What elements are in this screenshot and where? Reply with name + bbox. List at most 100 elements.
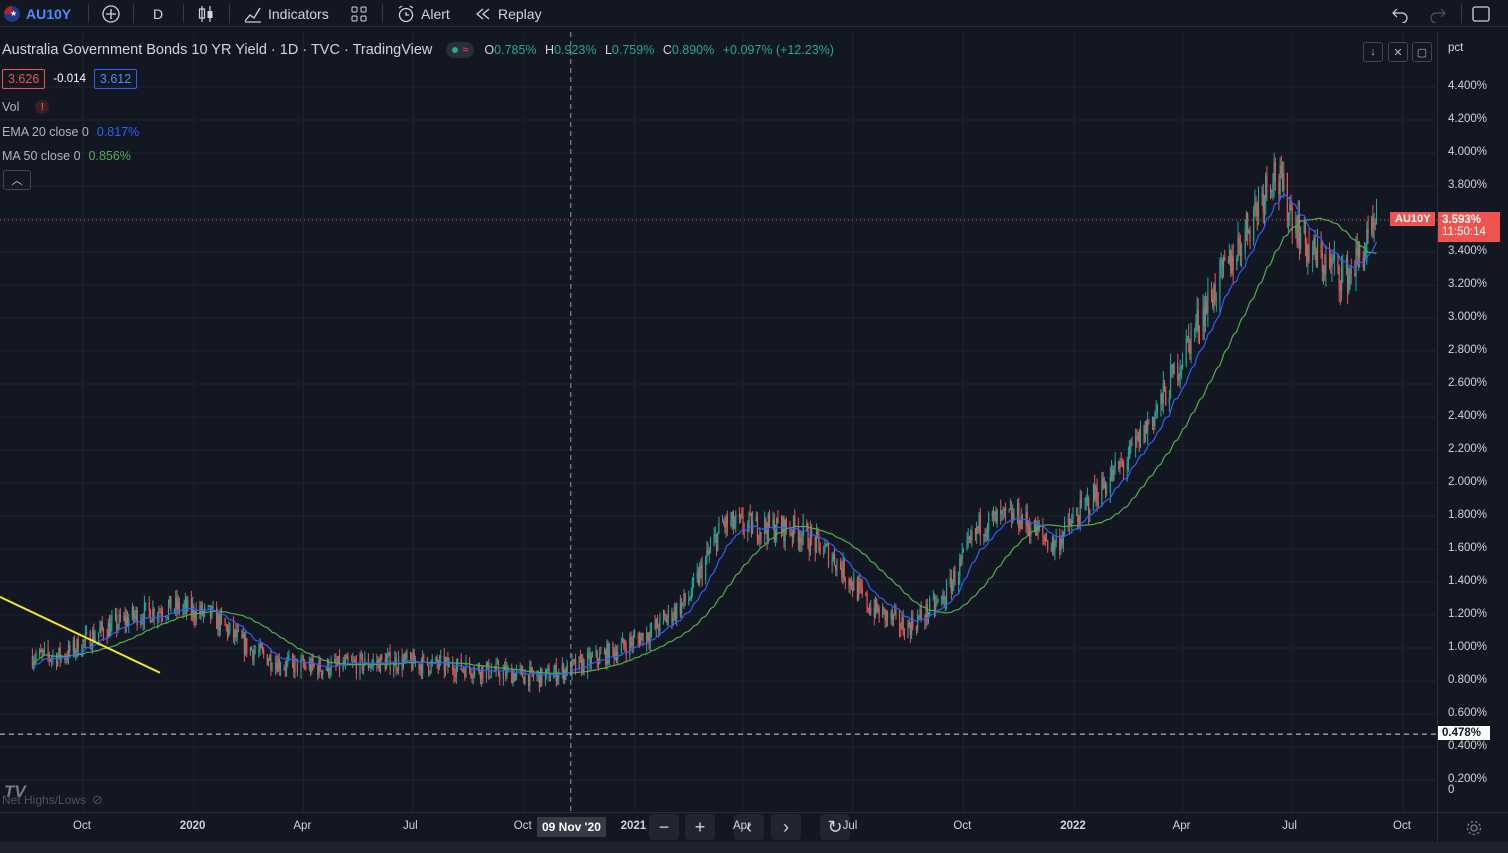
undo-button[interactable]	[1391, 0, 1409, 27]
price-tick-label: 4.400%	[1448, 80, 1488, 92]
candle-body	[791, 533, 793, 538]
collapse-legend-button[interactable]: ︿	[3, 170, 31, 190]
market-status-pill[interactable]: ≈	[446, 42, 475, 58]
candle-body	[1206, 302, 1208, 313]
indicators-button[interactable]: Indicators	[243, 0, 329, 27]
candle-body	[818, 533, 820, 543]
scroll-right-button[interactable]: ›	[771, 814, 801, 840]
candle-body	[376, 660, 378, 664]
candle-body	[1113, 466, 1115, 480]
candle-body	[175, 597, 177, 610]
candle-body	[194, 617, 196, 621]
sell-button[interactable]: 3.626	[2, 69, 46, 89]
price-tick-label: 1.200%	[1448, 608, 1488, 620]
candle-body	[414, 662, 417, 664]
candle-body	[1280, 165, 1282, 174]
candle-body	[237, 630, 239, 632]
alert-button[interactable]: Alert	[396, 0, 450, 27]
candle-body	[353, 660, 355, 662]
ema-indicator-legend[interactable]: EMA 20 close 0 0.817%	[2, 125, 139, 139]
scroll-left-button[interactable]: ‹	[734, 814, 764, 840]
candle-body	[866, 593, 868, 609]
candle-body	[738, 514, 740, 518]
redo-button[interactable]	[1429, 0, 1447, 27]
bid-ask-row: 3.626 -0.014 3.612	[2, 69, 138, 89]
candle-body	[689, 598, 691, 600]
chart-pane[interactable]: Australia Government Bonds 10 YR Yield ·…	[0, 32, 1437, 840]
zoom-out-button[interactable]: −	[649, 814, 679, 840]
layout-grid-icon	[351, 6, 367, 21]
zoom-in-button[interactable]: +	[685, 814, 715, 840]
candle-body	[141, 619, 143, 621]
candle-body	[1042, 527, 1044, 536]
candle-body	[387, 655, 389, 660]
hidden-indicator-hint[interactable]: Net Highs/Lows ⊘	[2, 792, 103, 808]
candle-body	[1263, 198, 1266, 212]
candle-body	[561, 664, 563, 672]
price-axis[interactable]: pct 4.400%4.200%4.000%3.800%3.600%3.400%…	[1437, 32, 1508, 812]
candle-body	[680, 602, 683, 615]
candle-body	[570, 662, 572, 676]
interval-button[interactable]: D	[153, 5, 164, 22]
candle-body	[1086, 497, 1089, 499]
templates-button[interactable]	[350, 0, 368, 27]
candle-body	[465, 661, 467, 678]
candle-body	[673, 607, 675, 618]
maximize-pane-button[interactable]: ▢	[1412, 42, 1432, 62]
candle-body	[283, 668, 285, 670]
candle-body	[1194, 330, 1196, 332]
candle-body	[1169, 366, 1172, 399]
candle-body	[1349, 269, 1351, 275]
replay-button[interactable]: Replay	[474, 0, 542, 27]
compare-button[interactable]	[101, 0, 121, 27]
buy-button[interactable]: 3.612	[93, 69, 138, 89]
candle-body	[892, 614, 895, 620]
move-pane-down-button[interactable]: ↓	[1363, 42, 1383, 62]
candle-body	[724, 522, 726, 528]
candle-body	[1196, 309, 1198, 323]
candle-body	[1177, 363, 1179, 381]
candle-body	[77, 639, 79, 656]
symbol-search[interactable]: AU10Y	[4, 0, 71, 27]
candle-body	[126, 616, 129, 627]
tradingview-logo: TV	[4, 782, 26, 801]
candle-body	[1079, 499, 1081, 526]
candle-body	[413, 652, 415, 664]
reset-chart-button[interactable]: ↻	[820, 814, 850, 840]
candle-body	[1114, 461, 1116, 467]
candle-body	[1138, 432, 1140, 447]
collapse-pane-button[interactable]: ✕	[1388, 42, 1408, 62]
candle-body	[347, 656, 349, 661]
candle-body	[632, 636, 635, 646]
ma-indicator-legend[interactable]: MA 50 close 0 0.856%	[2, 149, 131, 163]
candle-body	[124, 615, 126, 625]
price-tick-label: 0	[1448, 784, 1455, 796]
candle-body	[564, 669, 566, 680]
price-chart[interactable]	[0, 32, 1437, 812]
candle-body	[1289, 205, 1291, 217]
candle-body	[1308, 244, 1310, 261]
candle-body	[1179, 367, 1181, 377]
candle-body	[836, 559, 838, 571]
time-axis[interactable]: Oct 2020 Apr Jul Oct 2021 Apr Jul Oct 2022 Apr Jul O…	[0, 812, 1437, 842]
gear-icon[interactable]	[1465, 819, 1483, 837]
candle-body	[1320, 242, 1322, 253]
candle-body	[411, 659, 413, 670]
chart-type-button[interactable]	[197, 0, 215, 27]
candle-body	[461, 669, 463, 671]
candle-body	[165, 617, 167, 619]
fullscreen-button[interactable]	[1471, 0, 1491, 27]
candle-body	[915, 627, 918, 630]
candle-body	[831, 559, 833, 566]
candle-body	[31, 656, 34, 667]
volume-indicator-legend[interactable]: Vol !	[2, 100, 50, 114]
candle-body	[311, 658, 313, 672]
candle-body	[35, 655, 37, 660]
candle-body	[815, 531, 818, 552]
candle-body	[1029, 527, 1031, 537]
candle-body	[903, 632, 905, 638]
candle-body	[211, 607, 213, 618]
candle-body	[320, 670, 323, 675]
candle-body	[960, 558, 962, 560]
change-value: +0.097% (+12.23%)	[722, 43, 834, 57]
